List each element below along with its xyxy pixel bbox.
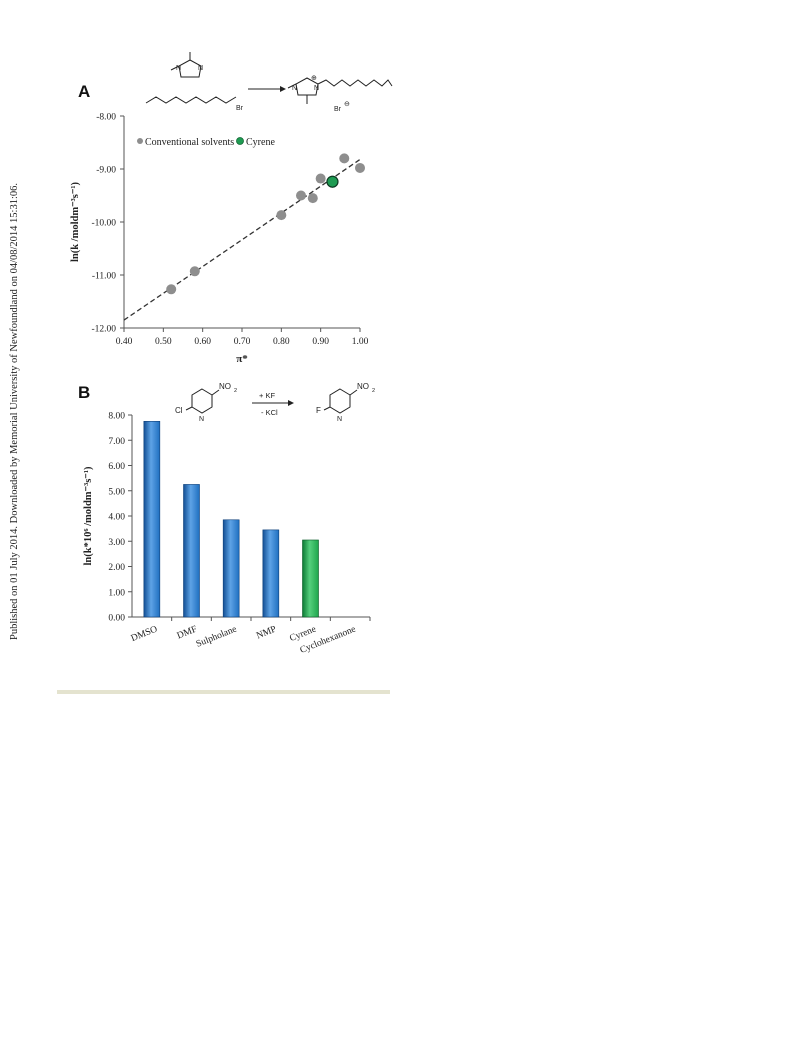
vertical-publication-note: Published on 01 July 2014. Downloaded by… [9,183,20,640]
category-label-dmso: DMSO [130,624,159,644]
conventional-solvent-point [276,210,287,221]
conventional-solvent-point [296,190,306,201]
chart-b-y-tick-label: 1.00 [108,588,125,598]
conventional-solvent-point [355,162,365,173]
chart-b-y-tick-label: 2.00 [108,563,125,573]
chart-a-fit-line [123,158,361,321]
legend-cyrene-label: Cyrene [246,137,275,148]
chart-b-y-tick-label: 0.00 [108,614,125,624]
panel-a-letter: A [78,82,90,101]
methylimidazole-structure: N N [170,52,203,78]
product-nitro-label: NO [357,382,369,391]
chart-b-y-tick-label: 5.00 [108,487,125,497]
chart-b-y-tick-label: 3.00 [108,538,125,548]
chart-a-y-tick-label: -9.00 [96,166,116,176]
chart-a-y-label: ln(k /moldm⁻³s⁻¹) [70,181,81,262]
chart-b-y-label: ln(k*10⁶ /moldm⁻³s⁻¹) [83,466,94,565]
category-label-dmf: DMF [176,625,199,642]
fluoronitropyridine-structure: F NO 2 N [316,382,375,423]
chart-a-x-tick-label: 0.70 [234,337,251,347]
panel-a-reaction-scheme: N N Br N N ⊕ Br ⊖ [145,52,393,113]
chart-b-y-tick-label: 7.00 [108,437,125,447]
chart-b-y-tick-label: 4.00 [108,513,125,523]
panel-b-letter: B [78,383,90,402]
chart-a-y-tick-label: -10.00 [91,219,116,229]
legend-conventional-marker [137,138,143,144]
section-divider [57,690,390,694]
category-label-nmp: NMP [255,625,278,642]
chart-b-y-tick-label: 6.00 [108,462,125,472]
chart-a: -8.00 -9.00 -10.00 -11.00 -12.00 0.40 0.50 0.6… [70,113,369,366]
bar-dmso [143,421,161,618]
panel-b: B Cl NO 2 N + KF - KCl F [78,382,375,656]
bromide-label: Br [236,105,244,112]
conventional-solvent-point [166,284,177,295]
reagent-top: + KF [259,391,275,400]
cyrene-point [326,175,339,188]
conventional-solvent-point [189,266,200,277]
bar-sulpholane [222,519,240,618]
chart-a-legend: Conventional solvents Cyrene [137,137,275,148]
reactant-nitro-sub: 2 [234,388,237,394]
cation-charge: ⊕ [311,75,317,82]
chart-a-y-tick-label: -12.00 [91,325,116,335]
reactant-nitro-label: NO [219,382,231,391]
category-label-sulpholane: Sulpholane [195,625,238,650]
chart-a-x-tick-label: 0.80 [273,337,290,347]
bar-cyrene [302,539,319,618]
imidazolium-n3-label: N [292,85,297,92]
chart-a-x-tick-label: 0.90 [312,337,329,347]
legend-conventional-label: Conventional solvents [145,137,234,148]
panel-a: A N N Br N N [70,52,393,366]
reactant-chloro-label: Cl [175,406,183,415]
conventional-solvent-point [307,193,318,204]
product-nitro-sub: 2 [372,388,375,394]
conventional-solvent-point [339,153,350,164]
anion-label: Br [334,106,342,113]
chart-a-x-tick-label: 0.40 [116,337,133,347]
product-ring-n: N [337,416,342,423]
anion-charge: ⊖ [344,101,350,108]
conventional-solvent-point [315,173,326,184]
chart-b: 0.00 1.00 2.00 3.00 4.00 5.00 6.00 7.00 8.00 DMS… [83,412,371,656]
chart-a-y-tick-label: -8.00 [96,113,116,123]
imidazole-n2-label: N [198,65,203,72]
reagent-bottom: - KCl [261,408,278,417]
reactant-ring-n: N [199,416,204,423]
chart-a-x-tick-label: 0.50 [155,337,172,347]
chart-b-y-tick-label: 8.00 [108,412,125,422]
chart-a-x-tick-label: 1.00 [352,337,369,347]
bromoalkane-chain [145,96,237,104]
bar-dmf [183,484,200,618]
chart-a-y-tick-label: -11.00 [92,272,116,282]
imidazolium-product-structure: N N ⊕ [287,75,393,104]
chloronitropyridine-structure: Cl NO 2 N [175,382,237,423]
chart-a-x-tick-label: 0.60 [194,337,211,347]
legend-cyrene-marker [236,137,244,145]
panel-b-reaction-scheme: Cl NO 2 N + KF - KCl F NO 2 N [175,382,375,423]
product-fluoro-label: F [316,406,321,415]
imidazole-n1-label: N [176,65,181,72]
chart-a-x-label: π* [236,353,248,365]
publication-note-text: Published on 01 July 2014. Downloaded by… [9,183,20,640]
imidazolium-n4-label: N [314,85,319,92]
bar-nmp [262,529,280,618]
